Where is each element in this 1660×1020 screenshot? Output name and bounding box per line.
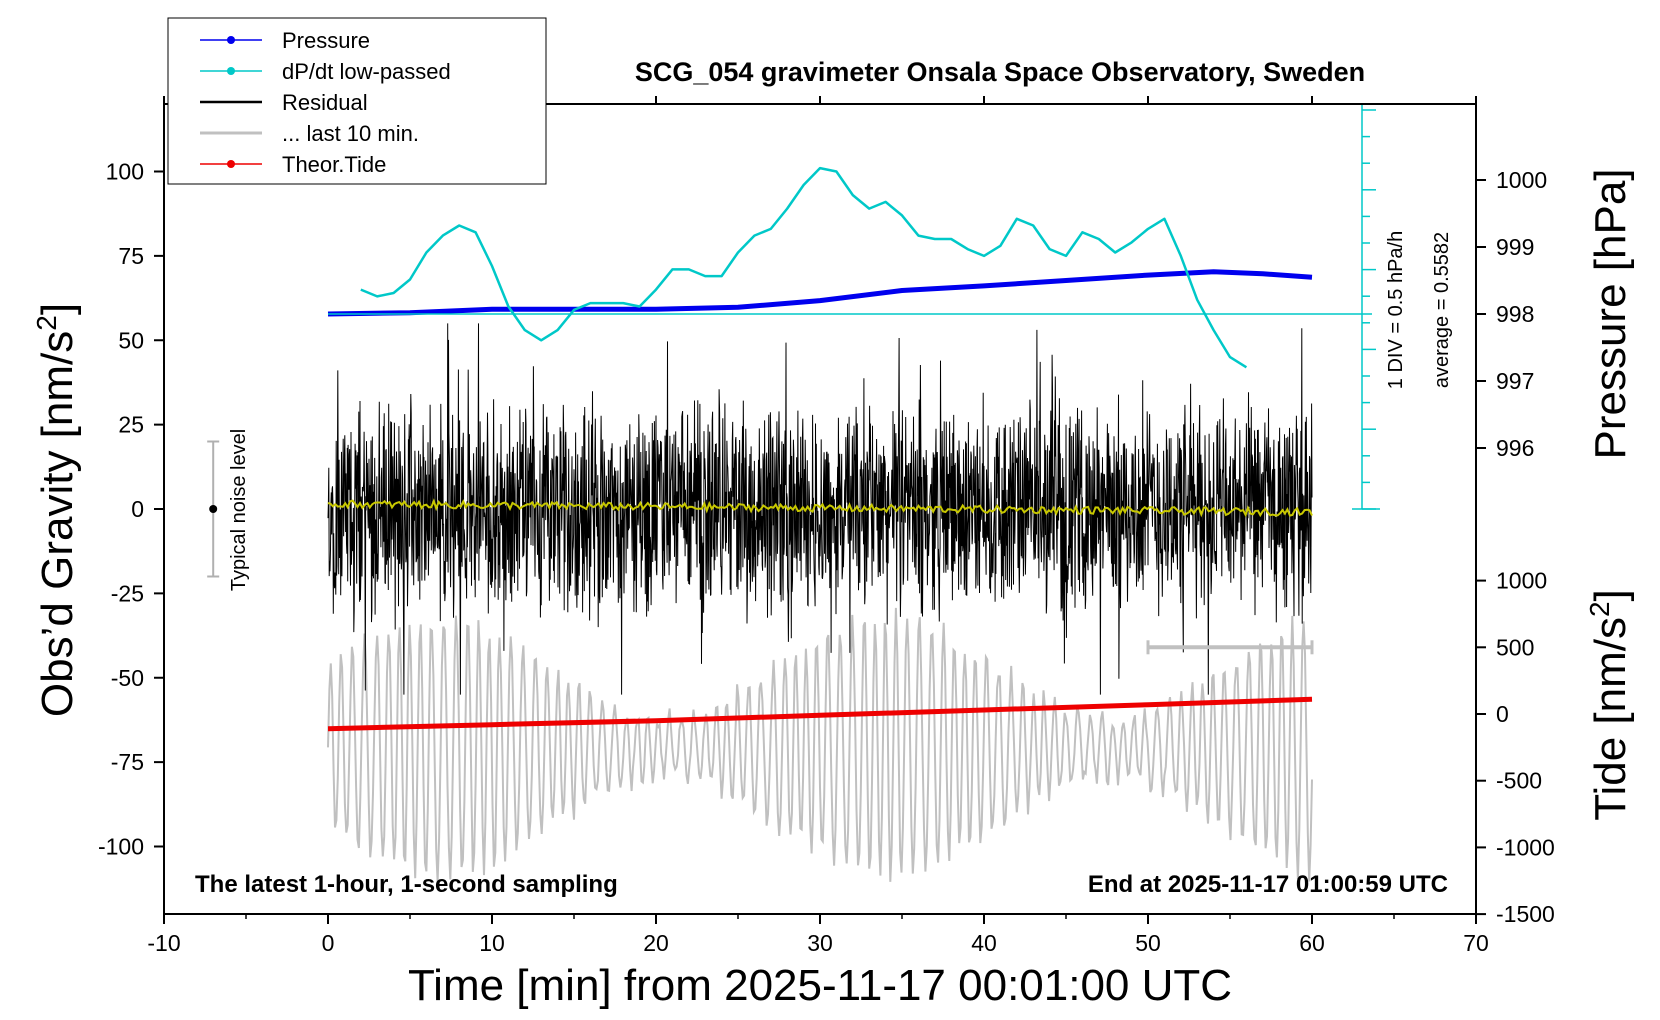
x-tick-label-7: 60 (1299, 930, 1325, 956)
pressure-tick-label-0: 1000 (1496, 167, 1547, 193)
legend-label-3: ... last 10 min. (282, 121, 419, 146)
legend-marker-1 (227, 67, 235, 75)
tide-tick-label-5: -1500 (1496, 901, 1555, 927)
y-tick-label-4: 0 (131, 496, 144, 522)
tide-axis-ticks: 1000 500 0 -500 -1000 -1500 (1476, 568, 1555, 927)
y-axis-tide-label-close: ] (1586, 589, 1635, 601)
legend: Pressure dP/dt low-passed Residual ... last… (167, 17, 547, 185)
tide-tick-label-0: 1000 (1496, 568, 1547, 594)
y-axis-left-label-sup: 2 (31, 315, 62, 331)
noise-bar-center (209, 505, 218, 513)
x-tick-label-6: 50 (1135, 930, 1161, 956)
tide-tick-label-2: 0 (1496, 701, 1509, 727)
y-axis-left-ticks: 100 75 50 25 0 -25 -50 -75 -100 (98, 159, 164, 860)
noise-level-label: Typical noise level (228, 429, 250, 591)
dpdt-scale-label: 1 DIV = 0.5 hPa/h (1385, 231, 1407, 389)
pressure-trace (327, 269, 1313, 317)
series-line-0 (327, 269, 1313, 317)
tide-trace-grey (327, 607, 1313, 882)
smoothed-residual-path (327, 498, 1313, 518)
tide-tick-label-1: 500 (1496, 634, 1534, 660)
y-tick-label-8: -100 (98, 834, 144, 860)
y-tick-label-3: 25 (118, 412, 144, 438)
legend-label-4: Theor.Tide (282, 152, 386, 177)
dpdt-average-label: average = 0.5582 (1431, 232, 1453, 388)
series-line-1 (360, 166, 1248, 369)
theoretical-tide-trace (327, 696, 1313, 732)
x-tick-label-5: 40 (971, 930, 997, 956)
y-axis-left-label: Obs’d Gravity [nm/s2] (31, 303, 82, 717)
chart-title: SCG_054 gravimeter Onsala Space Observat… (635, 57, 1365, 87)
y-axis-tide-label: Tide [nm/s2] (1584, 589, 1635, 821)
legend-label-0: Pressure (282, 28, 370, 53)
legend-marker-0 (227, 36, 235, 44)
y-tick-label-6: -50 (111, 665, 144, 691)
dpdt-trace (360, 166, 1248, 369)
y-tick-label-5: -25 (111, 580, 144, 606)
smoothed-residual-trace (327, 498, 1313, 518)
y-tick-label-0: 100 (106, 159, 144, 185)
tide-tick-label-4: -1000 (1496, 834, 1555, 860)
y-axis-left-label-close: ] (33, 303, 82, 315)
x-tick-label-0: -10 (147, 930, 180, 956)
pressure-tick-label-1: 999 (1496, 234, 1534, 260)
x-tick-label-8: 70 (1463, 930, 1489, 956)
legend-entries: Pressure dP/dt low-passed Residual ... last… (200, 28, 451, 177)
pressure-axis-ticks: 1000 999 998 997 996 (1476, 167, 1547, 461)
note-right: End at 2025-11-17 01:00:59 UTC (1088, 871, 1448, 898)
residual-trace-path (327, 323, 1313, 695)
legend-label-2: Residual (282, 90, 368, 115)
y-tick-label-1: 75 (118, 243, 144, 269)
y-axis-tide-label-main: Tide [nm/s (1586, 617, 1635, 821)
x-tick-label-3: 20 (643, 930, 669, 956)
legend-label-1: dP/dt low-passed (282, 59, 451, 84)
noise-level-bar (207, 440, 220, 578)
legend-marker-4 (227, 160, 235, 168)
last-10-min-marker (1146, 640, 1314, 655)
tide-trace-grey-path (327, 607, 1313, 882)
tide-tick-label-3: -500 (1496, 768, 1542, 794)
series-line-2 (327, 696, 1313, 732)
x-tick-label-4: 30 (807, 930, 833, 956)
note-left: The latest 1-hour, 1-second sampling (195, 871, 618, 898)
x-axis-label: Time [min] from 2025-11-17 00:01:00 UTC (408, 961, 1232, 1010)
y-axis-left-label-main: Obs’d Gravity [nm/s (33, 331, 82, 717)
x-tick-label-1: 0 (322, 930, 335, 956)
y-tick-label-7: -75 (111, 749, 144, 775)
dpdt-scale-axis (328, 104, 1380, 510)
x-tick-label-2: 10 (479, 930, 505, 956)
pressure-tick-label-4: 996 (1496, 435, 1534, 461)
residual-trace (327, 323, 1313, 695)
y-axis-pressure-label: Pressure [hPa] (1586, 168, 1635, 459)
y-tick-label-2: 50 (118, 327, 144, 353)
x-axis-ticks: -10 0 10 20 30 40 50 60 70 (147, 96, 1489, 956)
y-axis-tide-label-sup: 2 (1584, 601, 1615, 617)
pressure-tick-label-2: 998 (1496, 301, 1534, 327)
pressure-tick-label-3: 997 (1496, 368, 1534, 394)
